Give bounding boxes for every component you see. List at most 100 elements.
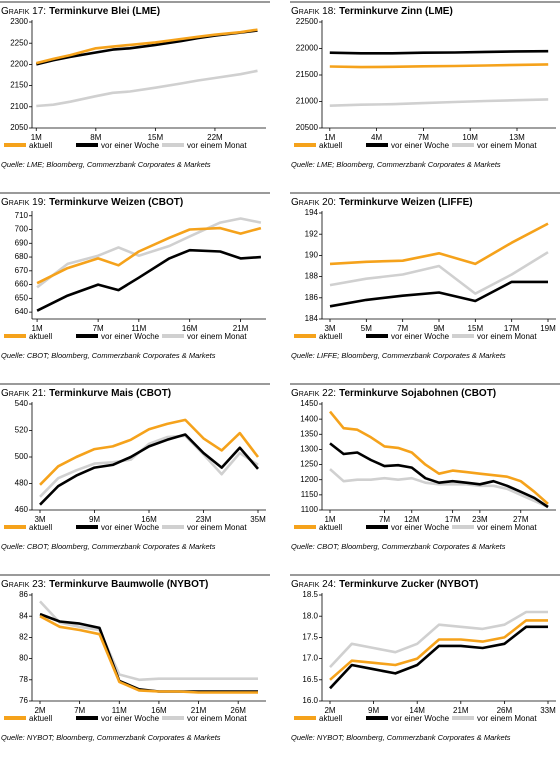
y-tick-label: 690 <box>15 238 29 247</box>
legend-label: aktuell <box>29 523 52 532</box>
series-line <box>329 98 549 107</box>
chart-title-text: Terminkurve Sojabohnen (CBOT) <box>339 388 496 399</box>
chart-title: Grafik 17: Terminkurve Blei (LME) <box>1 6 160 17</box>
x-tick-label: 3M <box>34 515 45 524</box>
legend-label: aktuell <box>29 332 52 341</box>
x-tick-label: 10M <box>462 133 478 142</box>
chart-panel: Grafik 19: Terminkurve Weizen (CBOT) 1M 7M 1… <box>0 192 270 360</box>
x-tick-label: 15M <box>468 324 484 333</box>
x-tick-label: 16M <box>141 515 157 524</box>
legend-label: aktuell <box>29 141 52 150</box>
chart-title: Grafik 23: Terminkurve Baumwolle (NYBOT) <box>1 579 208 590</box>
chart-panel: Grafik 22: Terminkurve Sojabohnen (CBOT) 1… <box>290 383 560 551</box>
y-tick-label: 680 <box>15 252 29 261</box>
legend-label: aktuell <box>319 523 342 532</box>
y-tick-label: 2300 <box>10 17 28 26</box>
chart-title-text: Terminkurve Zinn (LME) <box>339 6 453 17</box>
chart-panel: Grafik 24: Terminkurve Zucker (NYBOT) 2M 9M… <box>290 574 560 742</box>
series-line <box>329 442 549 509</box>
legend-label: vor einer Woche <box>391 141 450 150</box>
y-tick-label: 84 <box>19 611 28 620</box>
series-line <box>329 619 548 681</box>
series-line <box>329 63 549 69</box>
y-tick-label: 1250 <box>300 460 318 469</box>
series-line <box>39 418 260 486</box>
x-tick-label: 17M <box>504 324 520 333</box>
panel-rule <box>290 1 560 3</box>
panel-rule <box>0 574 270 576</box>
x-tick-label: 1M <box>31 133 42 142</box>
x-tick-label: 3M <box>324 324 335 333</box>
legend-label: vor einer Woche <box>391 714 450 723</box>
y-tick-label: 22500 <box>296 17 319 26</box>
y-tick-label: 194 <box>305 208 319 217</box>
chart-title-text: Terminkurve Blei (LME) <box>49 6 160 17</box>
chart-title: Grafik 21: Terminkurve Mais (CBOT) <box>1 388 171 399</box>
chart-label: Grafik 19: <box>1 197 46 208</box>
x-tick-label: 21M <box>233 324 249 333</box>
series-line <box>329 251 549 295</box>
legend-label: vor einer Woche <box>101 332 160 341</box>
series-line <box>35 28 258 65</box>
x-tick-label: 5M <box>361 324 372 333</box>
y-tick-label: 520 <box>15 426 29 435</box>
series-line <box>329 49 549 55</box>
series-line <box>36 226 262 285</box>
x-tick-label: 16M <box>151 706 167 715</box>
x-tick-label: 12M <box>404 515 420 524</box>
series-line <box>36 248 261 312</box>
chart-title-text: Terminkurve Baumwolle (NYBOT) <box>49 579 208 590</box>
y-tick-label: 16.5 <box>302 675 318 684</box>
x-tick-label: 15M <box>148 133 164 142</box>
chart-title: Grafik 18: Terminkurve Zinn (LME) <box>291 6 453 17</box>
y-tick-label: 1150 <box>301 490 319 499</box>
series-line <box>329 610 548 668</box>
y-tick-label: 76 <box>19 696 28 705</box>
x-tick-label: 14M <box>409 706 425 715</box>
legend-label: vor einer Woche <box>101 141 160 150</box>
panel-rule <box>0 1 270 3</box>
y-tick-label: 18.0 <box>302 611 318 620</box>
legend-label: vor einer Woche <box>101 523 160 532</box>
x-tick-label: 26M <box>497 706 513 715</box>
panel-rule <box>290 574 560 576</box>
y-tick-label: 660 <box>15 280 29 289</box>
chart-label: Grafik 17: <box>1 6 46 17</box>
x-tick-label: 7M <box>418 133 429 142</box>
y-tick-label: 188 <box>305 272 319 281</box>
x-tick-label: 17M <box>445 515 461 524</box>
series-line <box>36 217 262 289</box>
y-tick-label: 1350 <box>300 429 318 438</box>
chart-title: Grafik 19: Terminkurve Weizen (CBOT) <box>1 197 183 208</box>
x-tick-label: 9M <box>433 324 444 333</box>
chart-panel: Grafik 21: Terminkurve Mais (CBOT) 3M 9M 16M… <box>0 383 270 551</box>
y-tick-label: 82 <box>19 633 28 642</box>
series-line <box>39 615 258 694</box>
x-tick-label: 19M <box>540 324 556 333</box>
series-line <box>328 410 549 505</box>
chart-panel: Grafik 18: Terminkurve Zinn (LME) 1M 4M 7M 10… <box>290 1 560 169</box>
x-tick-label: 8M <box>90 133 101 142</box>
legend-label: aktuell <box>319 141 342 150</box>
legend-label: aktuell <box>319 332 342 341</box>
chart-label: Grafik 22: <box>291 388 336 399</box>
y-tick-label: 2100 <box>10 102 28 111</box>
y-tick-label: 1300 <box>300 445 318 454</box>
series-line <box>329 280 548 308</box>
x-tick-label: 13M <box>509 133 525 142</box>
legend-label: vor einem Monat <box>477 141 537 150</box>
x-tick-label: 7M <box>397 324 408 333</box>
y-tick-label: 2250 <box>10 38 28 47</box>
x-tick-label: 23M <box>472 515 488 524</box>
y-tick-label: 640 <box>15 307 29 316</box>
chart-title-text: Terminkurve Weizen (LIFFE) <box>339 197 473 208</box>
panel-rule <box>290 383 560 385</box>
chart-label: Grafik 20: <box>291 197 336 208</box>
y-tick-label: 21000 <box>296 97 319 106</box>
chart-label: Grafik 21: <box>1 388 46 399</box>
source: Quelle: LIFFE; Bloomberg, Commerzbank Co… <box>291 351 506 360</box>
y-tick-label: 22000 <box>296 44 319 53</box>
x-tick-label: 26M <box>230 706 246 715</box>
series-line <box>39 600 258 682</box>
